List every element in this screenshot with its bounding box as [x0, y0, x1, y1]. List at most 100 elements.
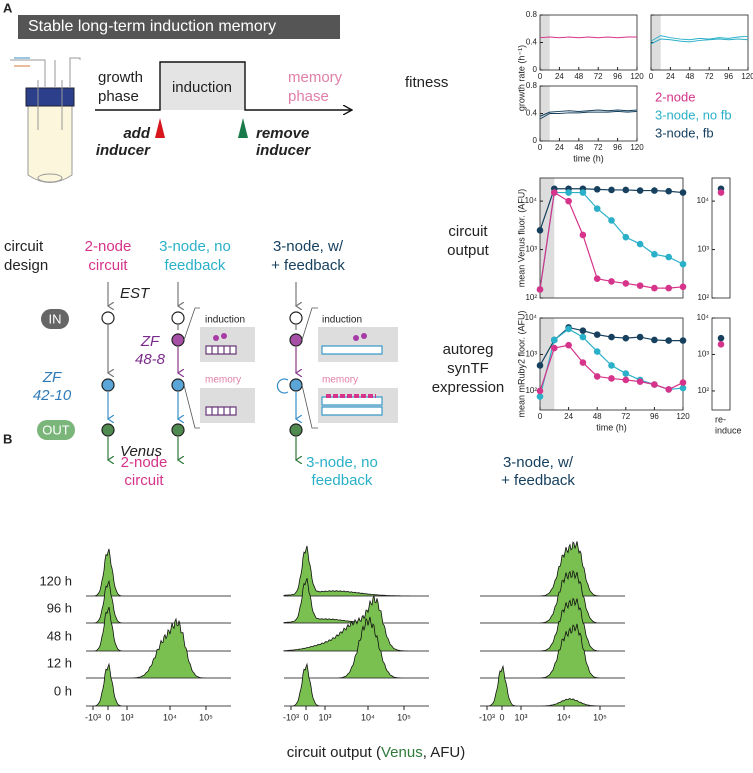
induction-shade [540, 86, 550, 141]
histogram [480, 541, 625, 597]
y-axis-label: growth rate (h⁻¹) [516, 45, 526, 111]
x-tick-label: 10⁵ [593, 712, 607, 722]
histogram [480, 569, 625, 624]
design-label: circuit [4, 238, 44, 255]
data-point [679, 189, 687, 196]
x-tick-label: 0 [538, 143, 543, 152]
y-tick-label: 10² [697, 293, 709, 302]
data-point [608, 375, 615, 382]
banner-bg [18, 15, 340, 39]
data-point [636, 240, 644, 248]
side-title: synTF [447, 360, 489, 377]
hist-title: 2-node [121, 454, 168, 471]
circuit-nodes [101, 282, 398, 460]
data-point [608, 278, 615, 285]
data-point [565, 325, 572, 333]
add-label: inducer [96, 142, 151, 159]
y-tick-label: 10³ [525, 350, 537, 359]
x-tick-label: 120 [630, 72, 644, 81]
hist-title: 3-node, no [306, 454, 378, 471]
data-point [536, 362, 544, 369]
data-point [536, 286, 544, 293]
out-badge [37, 420, 75, 440]
x-tick-label: 0 [538, 412, 543, 421]
side-title: output [447, 242, 490, 259]
data-point [636, 187, 644, 194]
x-axis-label: time (h) [573, 153, 604, 163]
out-label: OUT [42, 422, 70, 437]
hist-title: 3-node, w/ [503, 454, 574, 471]
x-tick-label: 10³ [120, 712, 133, 722]
col-title: feedback [165, 257, 226, 274]
data-point [579, 231, 587, 239]
series-line [650, 35, 749, 42]
label-part: , AFU) [423, 744, 466, 761]
inset-label: memory [322, 375, 358, 386]
col-title: + feedback [271, 257, 345, 274]
data-point [717, 189, 725, 196]
histogram [86, 606, 231, 652]
data-point [551, 189, 558, 196]
legend-entry: 3-node, fb [655, 125, 714, 140]
data-point [593, 348, 601, 355]
series-line [539, 109, 638, 117]
x-tick-label: 96 [613, 143, 622, 152]
data-point [608, 333, 615, 341]
fitness-label: fitness [405, 74, 448, 91]
data-point [636, 282, 644, 289]
add-arrow [155, 118, 165, 138]
plot-frame [539, 177, 684, 299]
hist-x-label: circuit output (Venus, AFU) [287, 744, 465, 761]
y-tick-label: 0 [533, 65, 538, 74]
hist-title: + feedback [501, 472, 575, 489]
x-tick-label: 10⁴ [361, 712, 375, 722]
series-line [650, 38, 749, 45]
zf-label: 48-8 [135, 351, 166, 368]
design-label: design [4, 257, 48, 274]
label-part: Venus [381, 744, 423, 761]
x-tick-label: 72 [621, 412, 630, 421]
data-point [593, 331, 601, 338]
legend-entry: 3-node, no fb [655, 107, 732, 122]
data-point [536, 387, 544, 395]
data-point [679, 337, 687, 344]
side-title: autoreg [443, 341, 494, 358]
row-label: 120 h [39, 573, 72, 588]
y-tick-label: 10² [525, 293, 537, 302]
induction-shade [651, 15, 661, 70]
inset-label: induction [322, 315, 362, 326]
x-tick-label: 48 [574, 143, 583, 152]
growth-label: growth [98, 69, 143, 86]
y-tick-label: 10² [697, 386, 709, 395]
x-tick-label: 0 [303, 712, 308, 722]
remove-label: remove [256, 125, 309, 142]
plot-frame [650, 14, 749, 71]
data-point [679, 283, 687, 291]
x-tick-label: 48 [685, 72, 694, 81]
data-point [593, 205, 601, 212]
data-point [651, 187, 658, 194]
x-tick-label: 24 [564, 412, 573, 421]
venus-label: Venus [120, 443, 162, 460]
y-tick-label: 10³ [697, 245, 709, 254]
data-point [717, 341, 725, 348]
y-tick-label: 0.8 [526, 10, 538, 19]
banner: Stable long-term induction memory [28, 18, 276, 35]
series-line [539, 36, 637, 39]
x-tick-label: 10⁵ [397, 712, 411, 722]
induction-label: induction [172, 79, 232, 96]
induction-shade [540, 318, 555, 410]
data-point [651, 336, 658, 344]
induction-box [160, 62, 245, 110]
data-point [665, 284, 672, 292]
x-tick-label: 10⁴ [557, 712, 571, 722]
plot-frame [711, 317, 731, 411]
data-point [593, 275, 601, 283]
data-point [608, 217, 615, 224]
panel-label: B [3, 431, 12, 446]
x-tick-label: 10⁴ [163, 712, 177, 722]
data-point [679, 260, 687, 268]
y-tick-label: 10⁴ [525, 196, 538, 205]
x-axis-label: time (h) [596, 422, 627, 432]
zf-label: 42-10 [33, 387, 72, 404]
